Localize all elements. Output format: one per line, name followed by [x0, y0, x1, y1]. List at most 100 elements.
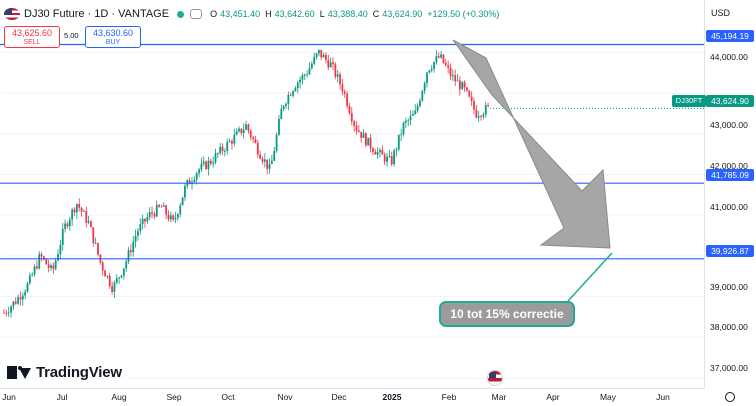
support-level-1-label[interactable]: 41,785.09	[706, 169, 754, 181]
correction-arrow-shape	[452, 39, 611, 249]
candle-body	[383, 154, 386, 162]
candle-body	[5, 312, 8, 314]
candle-body	[188, 180, 191, 185]
candle-body	[278, 118, 280, 135]
candle-body	[294, 88, 297, 92]
candle-body	[151, 212, 153, 214]
candle-body	[130, 250, 132, 253]
x-tick: Sep	[166, 392, 182, 402]
candle-body	[435, 56, 438, 63]
candle-body	[111, 286, 113, 292]
buy-button[interactable]: 43,630.60 BUY	[85, 26, 141, 48]
candle-body	[106, 275, 109, 277]
resistance-level-label[interactable]: 45,194.19	[706, 30, 754, 42]
candle-body	[61, 228, 64, 245]
x-tick: Mar	[491, 392, 507, 402]
candle-body	[285, 103, 287, 106]
candle-body	[412, 114, 414, 116]
candle-body	[397, 134, 400, 150]
candle-body	[282, 105, 285, 110]
support-level-2-label[interactable]: 39,926.87	[706, 245, 754, 257]
candles	[3, 49, 489, 318]
candle-body	[17, 297, 19, 304]
candle-body	[167, 214, 170, 220]
correction-callout[interactable]: 10 tot 15% correctie	[439, 301, 575, 327]
candle-body	[134, 235, 137, 242]
candle-body	[388, 156, 391, 157]
candle-body	[12, 301, 15, 307]
candle-body	[221, 146, 224, 152]
candle-body	[242, 129, 245, 134]
candle-body	[202, 161, 205, 164]
candle-body	[299, 79, 301, 83]
candle-body	[64, 223, 66, 229]
candle-body	[357, 130, 360, 132]
candle-body	[249, 130, 252, 138]
candle-body	[169, 215, 172, 220]
candle-body	[38, 254, 41, 269]
candle-body	[480, 116, 482, 117]
price-axis-divider	[704, 0, 705, 388]
economic-event-icon[interactable]	[487, 370, 503, 386]
candle-body	[219, 146, 222, 154]
candle-body	[310, 63, 313, 69]
candle-body	[327, 59, 330, 68]
x-tick: Nov	[277, 392, 293, 402]
candle-body	[400, 134, 403, 136]
candle-body	[158, 204, 160, 207]
candle-body	[113, 282, 116, 292]
tradingview-logo-icon	[7, 366, 31, 379]
y-tick: 44,000.00	[710, 52, 748, 62]
candle-body	[212, 162, 215, 164]
currency-label[interactable]: USD	[711, 8, 731, 18]
candle-body	[348, 106, 351, 114]
x-tick: Apr	[546, 392, 560, 402]
buy-price: 43,630.60	[92, 28, 134, 38]
ohlc-close-value: 43,624.90	[382, 9, 423, 19]
candle-body	[122, 268, 125, 276]
candle-body	[470, 96, 473, 102]
y-tick: 39,000.00	[710, 282, 748, 292]
tradingview-brand[interactable]: TradingView	[7, 364, 122, 381]
current-price-label: 43,624.90	[706, 95, 754, 107]
candle-body	[132, 241, 135, 253]
candle-body	[416, 105, 419, 111]
candle-body	[482, 114, 485, 117]
candle-body	[43, 256, 45, 260]
candle-body	[198, 169, 200, 174]
sell-button[interactable]: 43,625.60 SELL	[4, 26, 60, 48]
settings-icon[interactable]	[725, 392, 735, 402]
x-tick: Jun	[656, 392, 670, 402]
ohlc-open-value: 43,451.40	[220, 9, 261, 19]
candle-body	[153, 213, 156, 217]
candle-body	[433, 62, 435, 69]
x-tick: Jun	[2, 392, 16, 402]
candle-body	[195, 173, 198, 180]
x-tick: Jul	[56, 392, 68, 402]
candle-body	[226, 142, 229, 151]
candle-body	[59, 244, 62, 255]
candle-body	[47, 264, 50, 268]
chart-grid	[2, 51, 704, 379]
candle-body	[303, 74, 306, 76]
candle-body	[336, 74, 339, 77]
candle-body	[379, 149, 381, 152]
sell-price: 43,625.60	[11, 28, 53, 38]
candle-body	[409, 115, 412, 121]
visibility-icon[interactable]	[190, 9, 203, 19]
symbol-title[interactable]: DJ30 Future · 1D · VANTAGE	[24, 8, 170, 20]
candle-body	[120, 275, 123, 278]
candle-body	[386, 156, 388, 162]
candle-body	[440, 54, 442, 58]
candle-body	[343, 91, 346, 94]
y-tick: 41,000.00	[710, 202, 748, 212]
buy-label: BUY	[105, 39, 121, 46]
ohlc-high-key: H	[265, 9, 272, 19]
market-status-icon	[177, 10, 185, 18]
candle-body	[101, 262, 104, 271]
candle-body	[228, 141, 231, 143]
candle-body	[320, 49, 323, 58]
candle-body	[360, 131, 363, 138]
